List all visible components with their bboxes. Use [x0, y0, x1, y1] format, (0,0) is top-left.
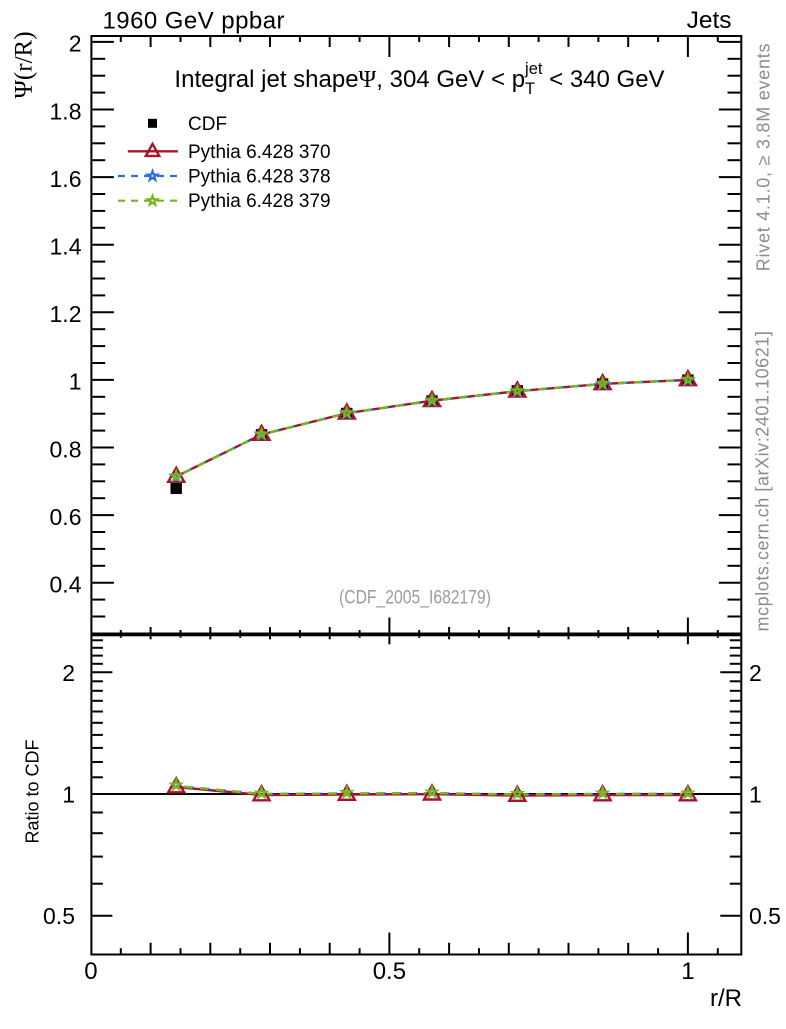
- svg-text:Rivet 4.1.0, ≥ 3.8M events: Rivet 4.1.0, ≥ 3.8M events: [754, 43, 774, 271]
- svg-text:0.6: 0.6: [50, 504, 82, 530]
- svg-text:0.5: 0.5: [373, 958, 406, 985]
- svg-text:Pythia 6.428 379: Pythia 6.428 379: [188, 191, 331, 212]
- svg-text:0.5: 0.5: [749, 903, 781, 929]
- svg-text:CDF: CDF: [188, 114, 227, 135]
- svg-text:(CDF_2005_I682179): (CDF_2005_I682179): [339, 587, 491, 609]
- svg-text:Jets: Jets: [687, 7, 732, 34]
- svg-text:Ψ(r/R): Ψ(r/R): [11, 31, 38, 98]
- svg-text:1: 1: [69, 369, 82, 395]
- svg-text:0.5: 0.5: [43, 903, 75, 929]
- svg-text:1.4: 1.4: [50, 234, 82, 260]
- svg-text:1.8: 1.8: [50, 98, 82, 124]
- svg-text:2: 2: [62, 660, 75, 686]
- svg-text:1: 1: [749, 782, 762, 808]
- svg-text:2: 2: [69, 31, 82, 57]
- svg-text:r/R: r/R: [710, 985, 742, 1012]
- svg-text:mcplots.cern.ch [arXiv:2401.10: mcplots.cern.ch [arXiv:2401.10621]: [753, 331, 773, 632]
- svg-text:0.8: 0.8: [50, 436, 82, 462]
- svg-text:1960 GeV ppbar: 1960 GeV ppbar: [103, 8, 285, 35]
- svg-text:1: 1: [62, 782, 75, 808]
- svg-text:1.2: 1.2: [50, 301, 82, 327]
- svg-text:2: 2: [749, 660, 762, 686]
- svg-text:Ratio to CDF: Ratio to CDF: [23, 739, 43, 843]
- svg-text:0: 0: [84, 958, 97, 985]
- svg-text:1: 1: [681, 958, 694, 985]
- svg-text:1.6: 1.6: [50, 166, 82, 192]
- svg-text:Pythia 6.428 370: Pythia 6.428 370: [188, 142, 331, 163]
- svg-text:Integral jet shapeΨ, 304 GeV <: Integral jet shapeΨ, 304 GeV < pTjet < 3…: [174, 60, 664, 98]
- svg-text:0.4: 0.4: [50, 572, 82, 598]
- svg-text:Pythia 6.428 378: Pythia 6.428 378: [188, 167, 331, 188]
